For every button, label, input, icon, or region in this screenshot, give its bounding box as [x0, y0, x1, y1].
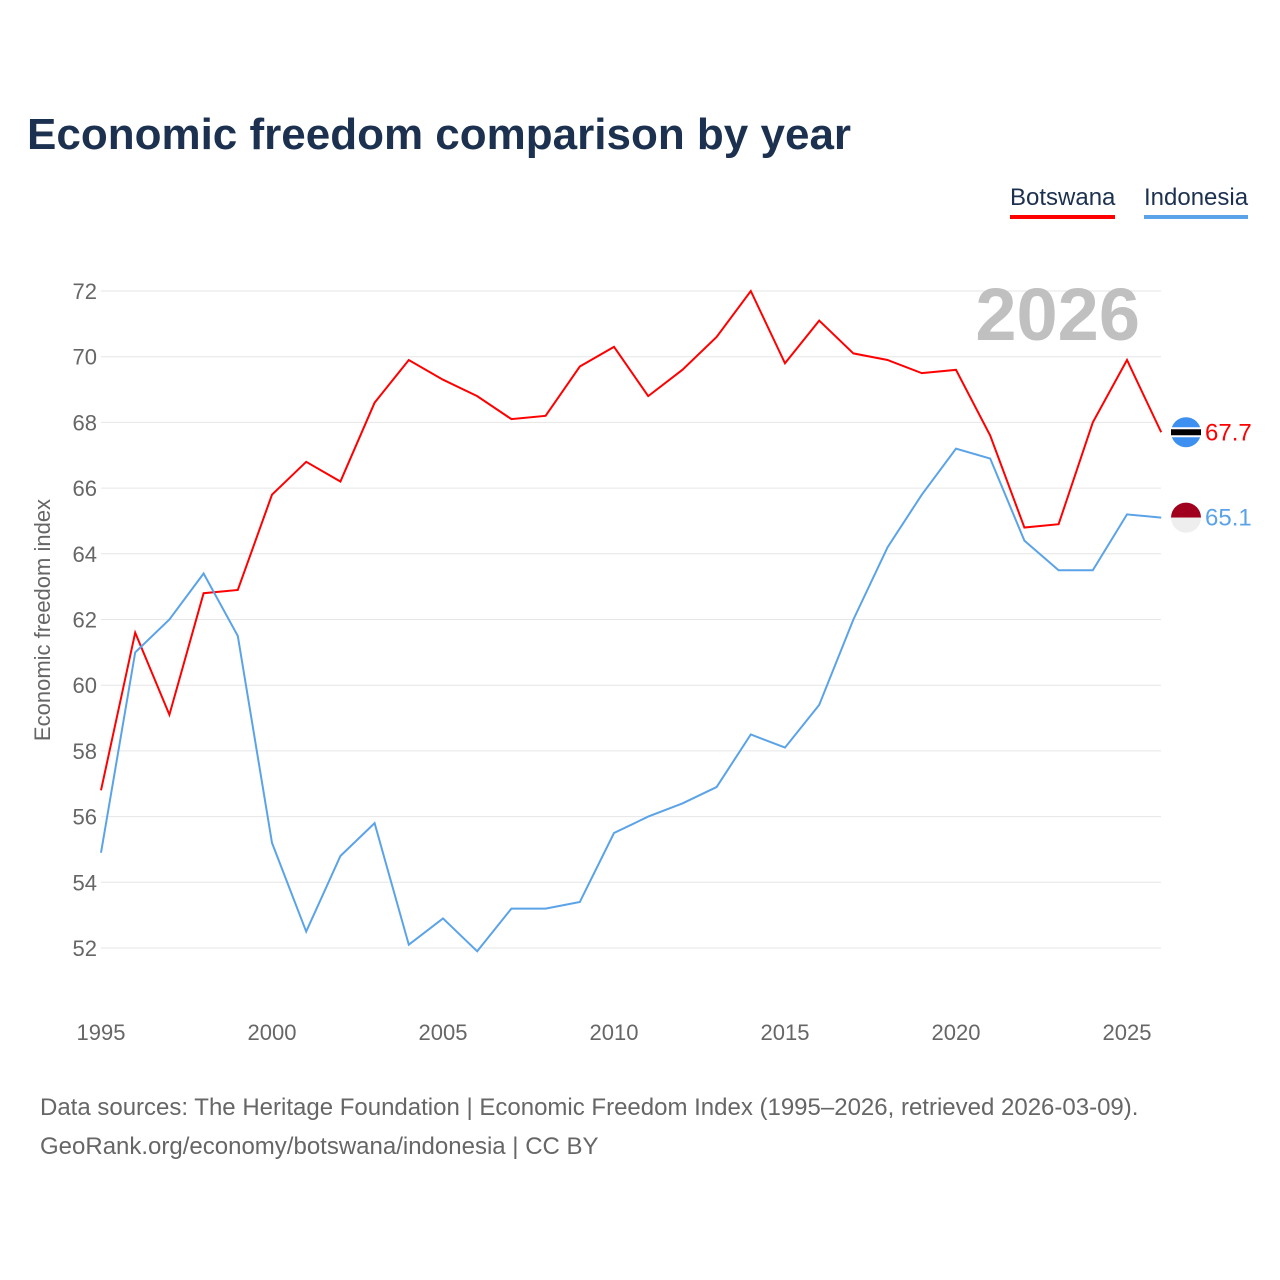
- legend-botswana[interactable]: Botswana: [1010, 184, 1116, 219]
- y-tick-label: 60: [73, 673, 97, 698]
- year-label: 2026: [975, 273, 1140, 356]
- legend-indonesia[interactable]: Indonesia: [1144, 184, 1249, 219]
- y-tick-label: 56: [73, 805, 97, 830]
- x-tick-label: 2015: [761, 1020, 810, 1045]
- x-tick-label: 2005: [419, 1020, 468, 1045]
- end-value-label: 67.7: [1205, 419, 1252, 446]
- x-tick-label: 2020: [932, 1020, 981, 1045]
- flag-stripe: [1171, 429, 1201, 436]
- y-tick-label: 70: [73, 345, 97, 370]
- x-tick-label: 2010: [590, 1020, 639, 1045]
- source-line-2[interactable]: GeoRank.org/economy/botswana/indonesia |…: [40, 1133, 599, 1160]
- y-tick-label: 52: [73, 936, 97, 961]
- y-axis-label: Economic freedom index: [30, 499, 55, 741]
- y-tick-label: 62: [73, 608, 97, 633]
- y-tick-label: 68: [73, 410, 97, 435]
- series-line-indonesia: [100, 447, 1162, 953]
- y-tick-label: 58: [73, 739, 97, 764]
- indonesia-flag-icon: [1171, 502, 1201, 518]
- flag-half: [1171, 517, 1201, 533]
- x-tick-label: 2025: [1103, 1020, 1152, 1045]
- y-tick-label: 66: [73, 476, 97, 501]
- y-tick-label: 54: [73, 870, 97, 895]
- source-note: Data sources: The Heritage Foundation | …: [40, 1088, 1138, 1166]
- source-line-1: Data sources: The Heritage Foundation | …: [40, 1094, 1139, 1121]
- end-value-label: 65.1: [1205, 505, 1252, 532]
- y-tick-label: 72: [73, 279, 97, 304]
- x-tick-label: 2000: [248, 1020, 297, 1045]
- chart-title: Economic freedom comparison by year: [27, 110, 852, 159]
- series-line-botswana: [100, 289, 1163, 791]
- y-tick-label: 64: [73, 542, 97, 567]
- x-tick-label: 1995: [77, 1020, 126, 1045]
